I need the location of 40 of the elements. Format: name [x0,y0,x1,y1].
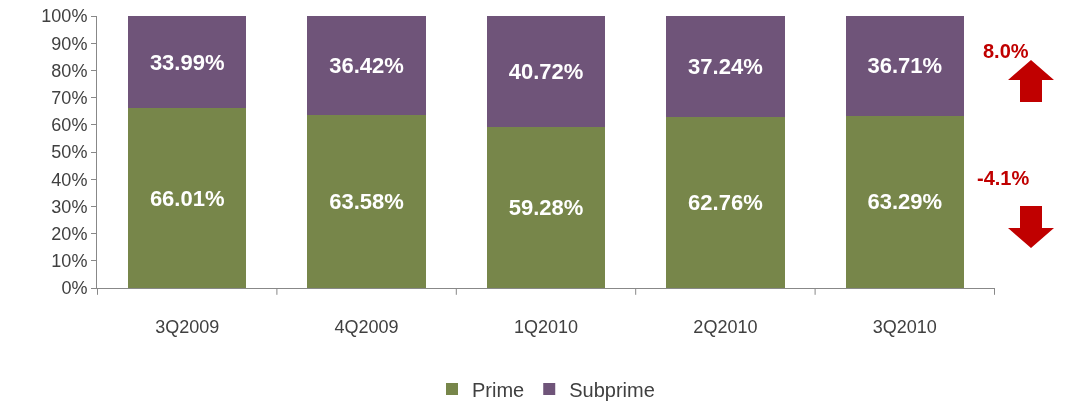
y-tick-label: 50% [51,142,88,163]
data-label: 33.99% [149,49,225,75]
x-tick-label: 2Q2010 [693,316,758,337]
bar [307,115,426,288]
bar [486,16,606,127]
y-tick-label: 90% [51,33,88,54]
annotation: -4.1% [977,167,1030,189]
y-tick-label: 60% [51,115,88,136]
data-label: 66.01% [149,185,225,211]
bar [307,16,426,116]
y-tick-label: 80% [51,60,88,81]
bar [128,16,247,109]
bar [128,108,247,288]
bar [666,16,785,118]
y-tick-label: 0% [61,278,88,299]
y-tick-label: 30% [51,196,88,217]
x-tick-label: 3Q2009 [155,316,220,337]
data-label: 36.71% [867,53,943,79]
bar [486,126,606,288]
legend-label: Prime [472,378,525,401]
x-tick-label: 1Q2010 [513,316,579,337]
y-tick-label: 40% [51,169,88,190]
data-label: 40.72% [508,58,584,84]
y-tick-label: 100% [41,6,88,27]
annotation: 8.0% [983,40,1029,62]
bar [666,117,785,288]
data-label: 63.29% [867,189,943,215]
y-tick-label: 20% [51,223,88,244]
data-label: 63.58% [329,189,404,215]
bar [845,16,964,116]
y-tick-label: 10% [51,251,88,272]
data-label: 62.76% [688,190,763,216]
x-tick-label: 3Q2010 [872,316,937,337]
bar [845,115,964,288]
y-tick-label: 70% [51,87,88,108]
legend-label: Subprime [569,378,655,401]
x-tick-label: 4Q2009 [334,316,399,337]
data-label: 36.42% [329,53,404,79]
data-label: 37.24% [688,54,763,80]
data-label: 59.28% [508,194,584,220]
